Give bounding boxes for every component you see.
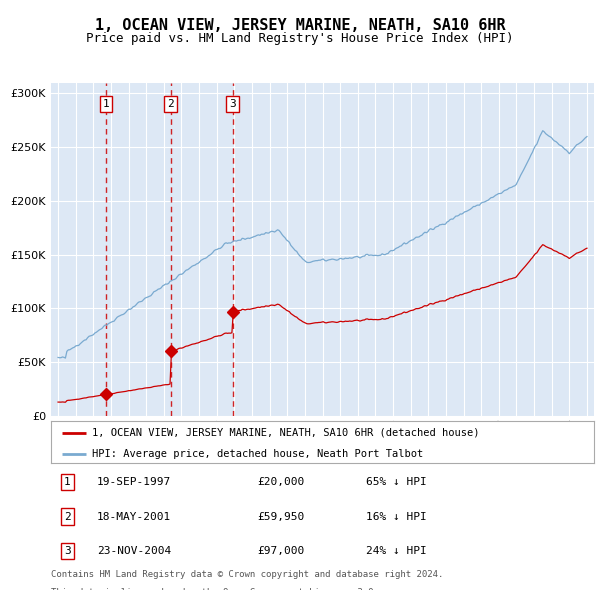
Text: 16% ↓ HPI: 16% ↓ HPI bbox=[366, 512, 427, 522]
Text: 65% ↓ HPI: 65% ↓ HPI bbox=[366, 477, 427, 487]
Text: 3: 3 bbox=[229, 99, 236, 109]
Text: 1: 1 bbox=[64, 477, 71, 487]
Text: 2: 2 bbox=[167, 99, 174, 109]
Text: HPI: Average price, detached house, Neath Port Talbot: HPI: Average price, detached house, Neat… bbox=[92, 449, 423, 459]
Text: 24% ↓ HPI: 24% ↓ HPI bbox=[366, 546, 427, 556]
Text: Contains HM Land Registry data © Crown copyright and database right 2024.: Contains HM Land Registry data © Crown c… bbox=[51, 570, 443, 579]
Text: 19-SEP-1997: 19-SEP-1997 bbox=[97, 477, 172, 487]
Text: 3: 3 bbox=[64, 546, 71, 556]
Text: £20,000: £20,000 bbox=[257, 477, 305, 487]
Text: Price paid vs. HM Land Registry's House Price Index (HPI): Price paid vs. HM Land Registry's House … bbox=[86, 32, 514, 45]
Text: £97,000: £97,000 bbox=[257, 546, 305, 556]
Text: 2: 2 bbox=[64, 512, 71, 522]
Text: 1, OCEAN VIEW, JERSEY MARINE, NEATH, SA10 6HR: 1, OCEAN VIEW, JERSEY MARINE, NEATH, SA1… bbox=[95, 18, 505, 32]
Text: 1: 1 bbox=[103, 99, 109, 109]
Text: £59,950: £59,950 bbox=[257, 512, 305, 522]
Text: This data is licensed under the Open Government Licence v3.0.: This data is licensed under the Open Gov… bbox=[51, 588, 379, 590]
Text: 23-NOV-2004: 23-NOV-2004 bbox=[97, 546, 172, 556]
Text: 18-MAY-2001: 18-MAY-2001 bbox=[97, 512, 172, 522]
Text: 1, OCEAN VIEW, JERSEY MARINE, NEATH, SA10 6HR (detached house): 1, OCEAN VIEW, JERSEY MARINE, NEATH, SA1… bbox=[92, 428, 479, 438]
